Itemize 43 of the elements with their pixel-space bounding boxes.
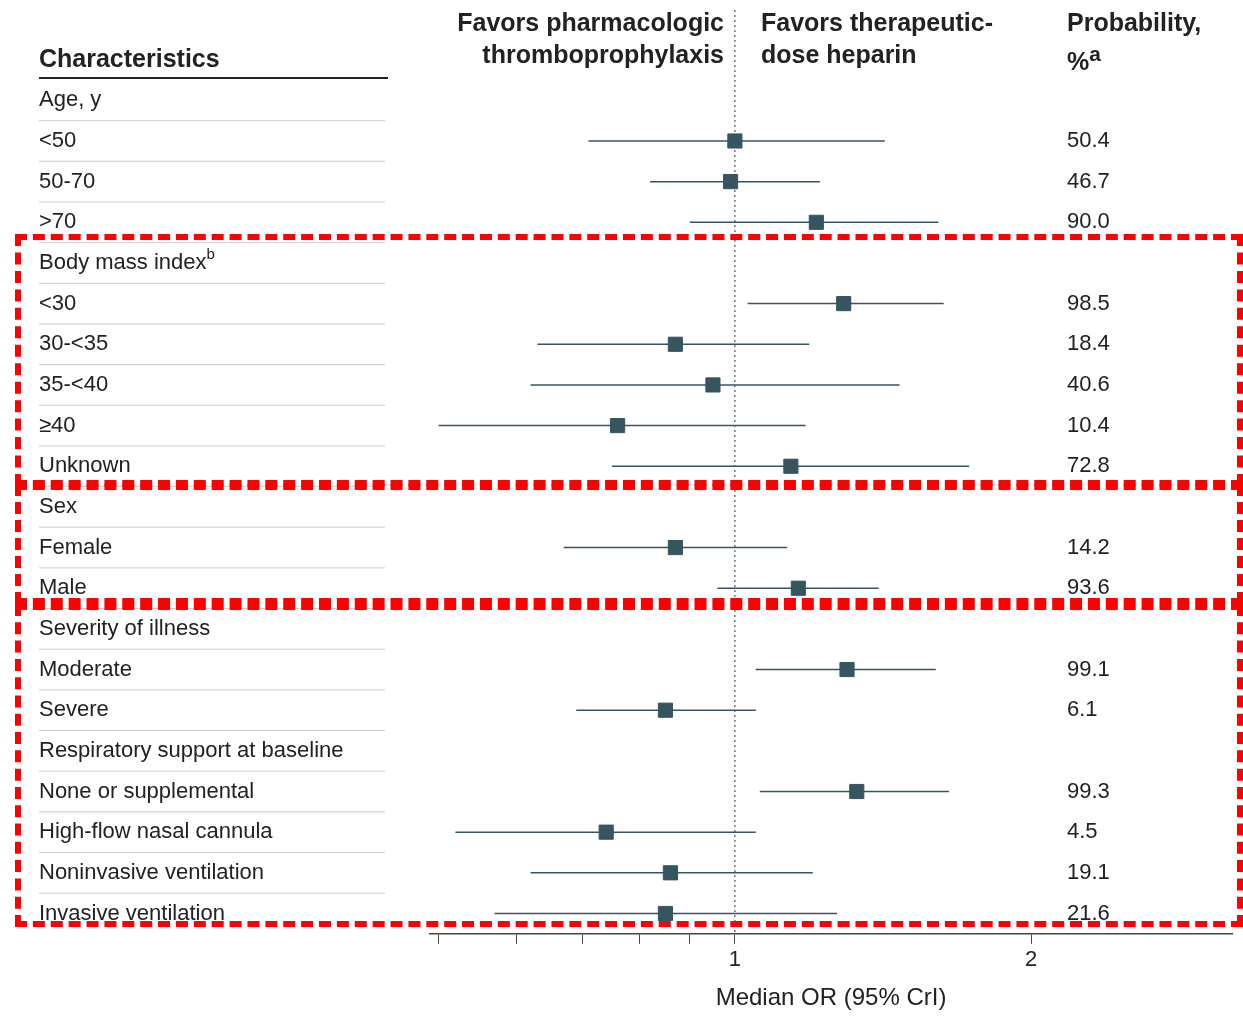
annotation: 50.4 [1067, 127, 1110, 153]
y-tick-label: Sex [39, 492, 77, 518]
x-tick-label: 1 [728, 946, 741, 972]
y-tick-label: None or supplemental [39, 777, 255, 803]
y-tick-label: Invasive ventilation [39, 899, 225, 925]
y-tick-label: ≥40 [39, 411, 76, 437]
annotation: 19.1 [1067, 858, 1110, 884]
annotation: 21.6 [1067, 899, 1110, 925]
annotation: 93.6 [1067, 574, 1110, 600]
annotation: 4.5 [1067, 818, 1098, 844]
y-tick-label: Severity of illness [39, 614, 211, 640]
annotation: 99.3 [1067, 777, 1110, 803]
y-tick-label: Age, y [39, 86, 102, 112]
y-tick-label: 50-70 [39, 167, 96, 193]
y-tick-label: Noninvasive ventilation [39, 858, 265, 884]
y-tick-label: Unknown [39, 452, 131, 478]
y-tick-label: Moderate [39, 655, 132, 681]
y-tick-label: Female [39, 533, 113, 559]
annotation: 40.6 [1067, 370, 1110, 396]
annotation: 99.1 [1067, 655, 1110, 681]
x-axis-title: Median OR (95% CrI) [715, 983, 947, 1011]
annotation: 18.4 [1067, 330, 1110, 356]
y-tick-label: Respiratory support at baseline [39, 736, 344, 762]
y-axis-title: Characteristics [39, 43, 220, 74]
text: Favors pharmacologic thromboprophylaxis [456, 7, 724, 70]
y-tick-label: <30 [39, 289, 77, 315]
annotation: 72.8 [1067, 452, 1110, 478]
y-tick-label: Male [39, 574, 87, 600]
y-tick-label: 30-<35 [39, 330, 109, 356]
y-tick-label: High-flow nasal cannula [39, 818, 274, 844]
annotation: 90.0 [1067, 208, 1110, 234]
annotation: 6.1 [1067, 696, 1098, 722]
annotation: 46.7 [1067, 167, 1110, 193]
annotation: 14.2 [1067, 533, 1110, 559]
annotation: 10.4 [1067, 411, 1110, 437]
text: Probability, %$^{a}$ [1067, 7, 1203, 78]
y-tick-label: >70 [39, 208, 77, 234]
x-tick-label: 2 [1025, 946, 1038, 972]
text: Favors therapeutic-dose heparin [761, 7, 994, 70]
y-tick-label: <50 [39, 127, 77, 153]
y-tick-label: Severe [39, 696, 109, 722]
y-tick-label: 35-<40 [39, 370, 109, 396]
annotation: 98.5 [1067, 289, 1110, 315]
